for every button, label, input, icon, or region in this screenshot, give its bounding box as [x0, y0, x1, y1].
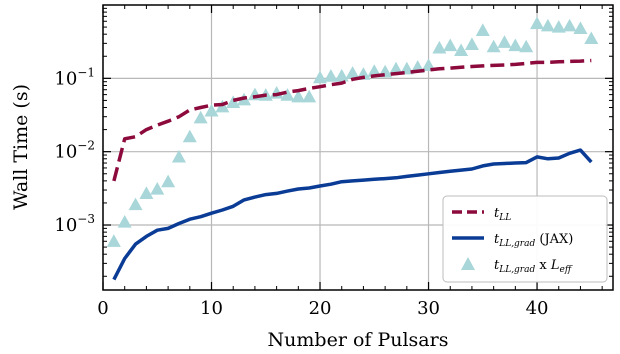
series-2-point	[204, 103, 219, 117]
series-2-point	[584, 31, 599, 45]
y-tick-label: 10−1	[54, 65, 95, 89]
series-2-point	[519, 39, 534, 53]
series-2-point	[573, 21, 588, 34]
x-tick-label: 40	[526, 298, 549, 319]
x-tick-label: 10	[200, 298, 223, 319]
series-2-point	[551, 20, 566, 33]
series-2-point	[345, 66, 360, 79]
tick-labels: 0 10 20 30 40 10−3 10−2 10−1	[54, 65, 548, 319]
x-tick-label: 0	[97, 298, 108, 319]
series-2-point	[128, 197, 143, 211]
series-2-point	[226, 95, 241, 108]
series-2-point	[475, 23, 490, 37]
series-2-point	[540, 18, 555, 32]
series-2-point	[454, 43, 469, 57]
series-2-point	[313, 70, 328, 84]
x-tick-label: 20	[309, 298, 332, 319]
x-axis-title: Number of Pulsars	[268, 329, 449, 351]
series-2-point	[486, 39, 501, 53]
series-2-point	[139, 186, 154, 199]
series-2-point	[388, 61, 403, 75]
series-2-point	[193, 110, 208, 124]
plot-frame	[102, 4, 614, 291]
y-tick-label: 10−2	[54, 139, 95, 163]
series-2-point	[302, 89, 317, 103]
legend-label-t-ll-grad-x-leff: tLL,grad x Leff	[494, 258, 573, 275]
series-2-point	[117, 214, 132, 228]
series-2-point	[530, 16, 545, 30]
series-2-point	[508, 38, 523, 52]
grid	[102, 5, 613, 290]
legend-label-t-ll-grad-jax: tLL,grad (JAX)	[494, 232, 573, 249]
series-0-line	[112, 58, 592, 182]
legend-swatch-t-ll-grad-x-leff	[461, 257, 475, 270]
series-2-point	[291, 89, 306, 103]
series-2-point	[171, 149, 186, 163]
series-2-point	[161, 174, 176, 188]
series-2-point	[150, 181, 165, 195]
series-2-point	[280, 88, 295, 101]
legend: tLL tLL,grad (JAX) tLL,grad x Leff	[442, 195, 608, 283]
series-2-point	[334, 68, 349, 82]
y-tick-label: 10−3	[54, 212, 95, 236]
series-2-point	[432, 40, 447, 54]
y-axis-title: Wall Time (s)	[10, 84, 32, 210]
plot-series	[106, 16, 599, 281]
ticks	[102, 5, 613, 290]
legend-label-t-ll: tLL	[494, 206, 511, 223]
series-2-point	[182, 129, 197, 143]
series-2-point	[367, 64, 382, 77]
x-tick-label: 30	[417, 298, 440, 319]
series-2-point	[106, 234, 121, 247]
series-2-point	[323, 69, 338, 82]
series-1-line	[112, 148, 593, 281]
legend-box	[442, 195, 608, 283]
series-2-point	[562, 18, 577, 32]
series-2-point	[443, 38, 458, 52]
series-2-point	[497, 35, 512, 48]
series-2-point	[464, 37, 479, 51]
